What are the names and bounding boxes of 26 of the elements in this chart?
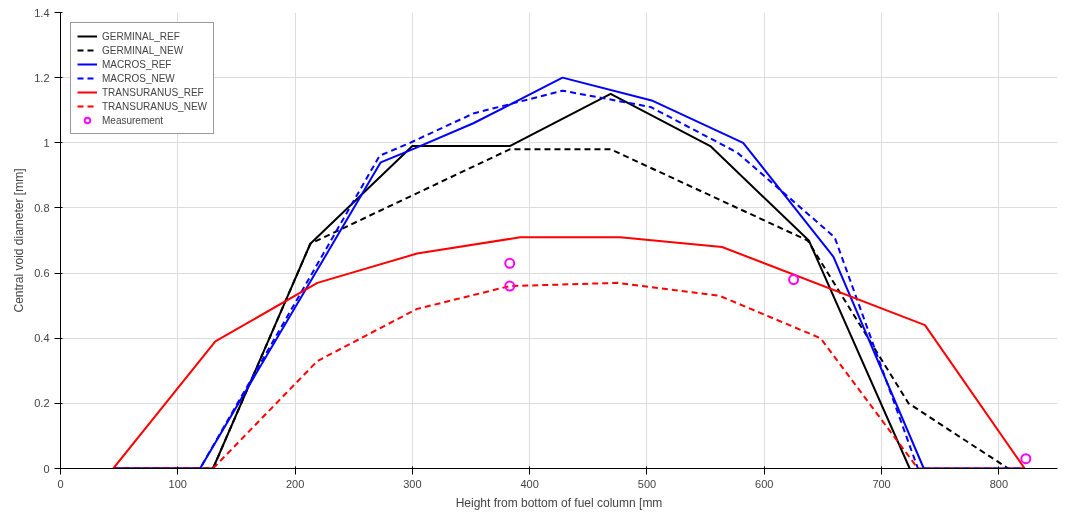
legend-label: TRANSURANUS_REF (102, 85, 204, 99)
x-tick-label: 100 (168, 477, 187, 490)
y-tick-label: 1 (43, 136, 50, 149)
y-tick-label: 1.4 (34, 6, 50, 19)
x-tick-label: 200 (285, 477, 305, 490)
x-tick-label: 500 (637, 477, 657, 490)
y-tick-label: 0.2 (34, 397, 50, 410)
x-tick-label: 0 (57, 477, 64, 490)
legend-label: GERMINAL_NEW (102, 43, 184, 57)
y-tick-label: 0 (43, 462, 50, 475)
x-tick-label: 600 (755, 477, 774, 490)
legend-label: TRANSURANUS_NEW (102, 99, 208, 113)
legend-label: GERMINAL_REF (102, 29, 180, 43)
x-tick-label: 400 (520, 477, 539, 490)
y-tick-label: 1.2 (34, 71, 50, 84)
y-axis-title: Central void diameter [mm] (12, 168, 27, 313)
y-tick-label: 0.6 (34, 267, 50, 280)
legend-label: MACROS_NEW (102, 71, 175, 85)
y-tick-label: 0.4 (34, 332, 50, 345)
x-tick-label: 800 (989, 477, 1009, 490)
legend-label: MACROS_REF (102, 57, 172, 71)
legend-label: Measurement (102, 113, 164, 127)
x-axis-title: Height from bottom of fuel column [mm (455, 495, 663, 510)
y-tick-label: 0.8 (34, 201, 50, 214)
x-tick-label: 700 (872, 477, 891, 490)
x-tick-label: 300 (403, 477, 422, 490)
